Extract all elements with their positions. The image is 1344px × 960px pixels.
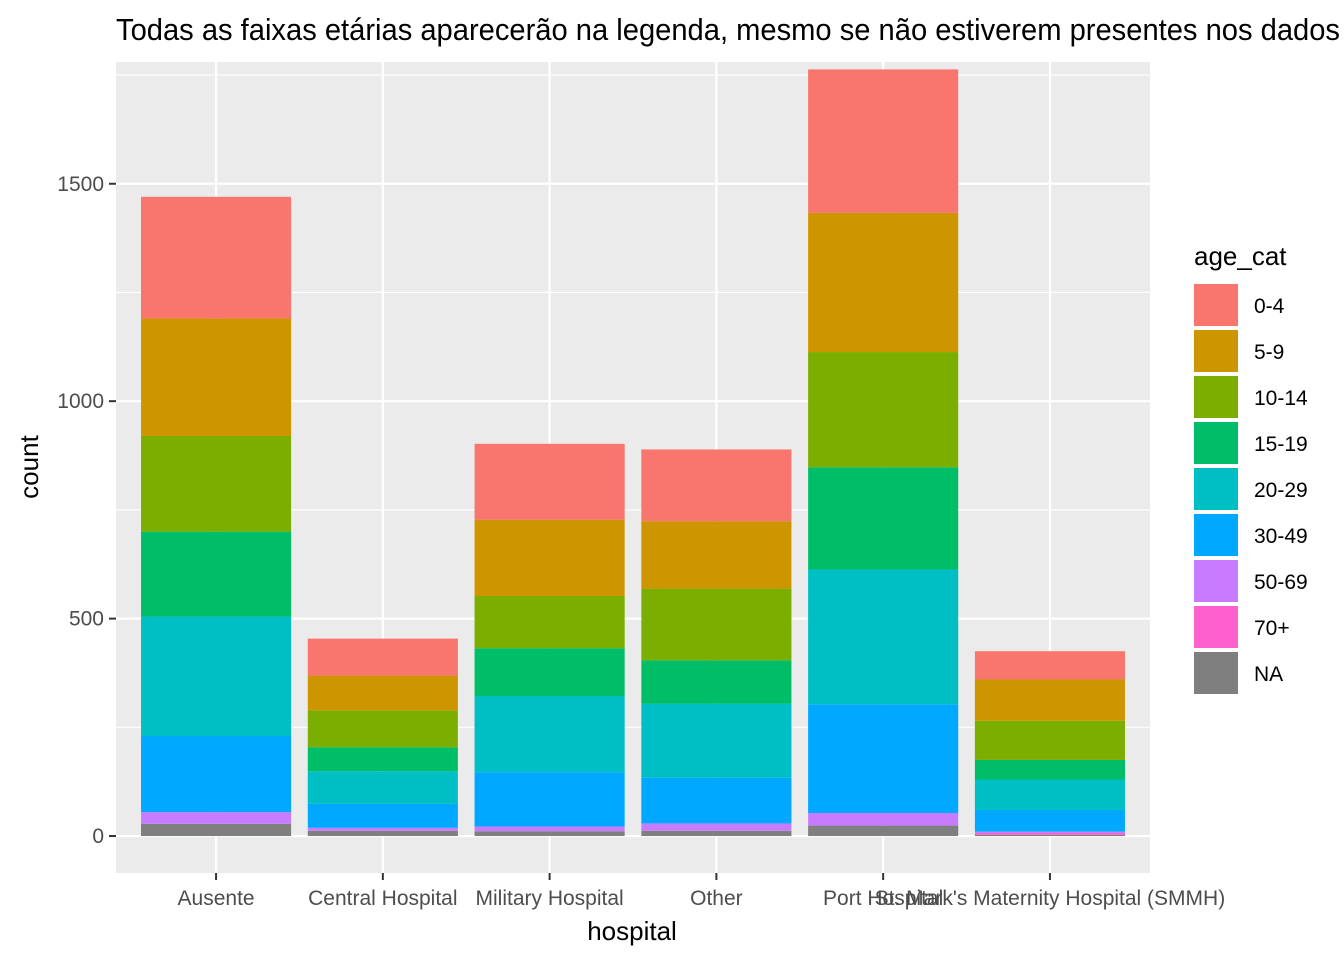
bar-segment — [474, 519, 625, 596]
bar-segment — [808, 704, 959, 813]
bar-segment — [974, 759, 1125, 780]
bar-segment — [974, 834, 1125, 837]
bar-segment — [141, 435, 292, 532]
bar-segment — [641, 830, 792, 837]
bar-segment — [141, 812, 292, 824]
bar-segment — [307, 710, 458, 748]
bar-segment — [808, 825, 959, 837]
bar-segment — [307, 675, 458, 711]
legend-label: 5-9 — [1254, 341, 1284, 364]
y-axis-ticks: 0 500 1000 1500 — [57, 173, 116, 848]
legend-key — [1194, 284, 1238, 326]
legend-items: 0-4 5-9 10-14 15-19 20-29 30-49 50-69 70+ NA — [1194, 284, 1308, 694]
bar-segment — [141, 196, 292, 319]
legend-label: 0-4 — [1254, 295, 1285, 318]
bar-segment — [641, 588, 792, 661]
bar-segment — [641, 449, 792, 522]
legend-label: NA — [1254, 663, 1283, 686]
legend-label: 50-69 — [1254, 571, 1308, 594]
legend-label: 30-49 — [1254, 525, 1308, 548]
x-tick-label: Central Hospital — [308, 887, 457, 910]
bar-segment — [474, 826, 625, 832]
legend-label: 10-14 — [1254, 387, 1308, 410]
x-tick-label: St. Mark's Maternity Hospital (SMMH) — [875, 887, 1226, 910]
bar-segment — [307, 747, 458, 772]
legend-title: age_cat — [1194, 241, 1287, 271]
legend-key — [1194, 514, 1238, 556]
legend-key — [1194, 606, 1238, 648]
bar-segment — [474, 443, 625, 520]
bar-segment — [974, 651, 1125, 680]
legend-key — [1194, 376, 1238, 418]
legend: age_cat 0-4 5-9 10-14 15-19 20-29 30-49 50-69 7… — [1194, 241, 1308, 694]
bar-segment — [808, 352, 959, 468]
bar-segment — [307, 827, 458, 831]
y-axis-title: count — [14, 434, 44, 498]
bar-segment — [474, 772, 625, 827]
legend-key — [1194, 422, 1238, 464]
y-tick-label: 1000 — [57, 390, 104, 413]
y-tick-label: 1500 — [57, 173, 104, 196]
bar-segment — [808, 812, 959, 826]
bar-segment — [307, 638, 458, 676]
legend-key — [1194, 652, 1238, 694]
bar-segment — [808, 569, 959, 705]
bar-segment — [474, 831, 625, 837]
bar-segment — [808, 212, 959, 353]
bar-segment — [474, 595, 625, 649]
x-tick-label: Military Hospital — [476, 887, 624, 910]
bar-segment — [141, 616, 292, 737]
bar-segment — [141, 823, 292, 837]
x-axis-ticks: Ausente Central Hospital Military Hospital… — [178, 873, 1226, 910]
bar-segment — [307, 803, 458, 828]
chart-title: Todas as faixas etárias aparecerão na le… — [116, 12, 1340, 47]
bar-segment — [141, 531, 292, 617]
bar-segment — [307, 771, 458, 804]
legend-label: 70+ — [1254, 617, 1290, 640]
legend-label: 20-29 — [1254, 479, 1308, 502]
bar-segment — [808, 467, 959, 570]
bar-segment — [974, 720, 1125, 760]
bar-segment — [141, 736, 292, 813]
bar-segment — [307, 830, 458, 837]
bar-segment — [641, 660, 792, 704]
y-tick-label: 500 — [69, 608, 104, 631]
x-tick-label: Port Hospital — [823, 887, 943, 910]
bar-segment — [474, 696, 625, 773]
bar-segment — [641, 777, 792, 824]
x-tick-label: Ausente — [178, 887, 255, 910]
bar-segment — [141, 318, 292, 436]
bar-segment — [974, 832, 1125, 835]
legend-key — [1194, 468, 1238, 510]
legend-label: 15-19 — [1254, 433, 1308, 456]
x-tick-label: Other — [690, 887, 743, 910]
bars — [141, 69, 1125, 837]
x-axis-title: hospital — [587, 916, 677, 946]
bar-segment — [641, 521, 792, 589]
bar-segment — [641, 823, 792, 831]
legend-key — [1194, 560, 1238, 602]
legend-key — [1194, 330, 1238, 372]
bar-segment — [641, 703, 792, 778]
bar-segment — [974, 779, 1125, 810]
bar-segment — [974, 809, 1125, 832]
y-tick-label: 0 — [92, 825, 104, 848]
bar-segment — [808, 69, 959, 213]
bar-segment — [974, 831, 1125, 833]
bar-segment — [474, 648, 625, 697]
bar-segment — [974, 679, 1125, 721]
